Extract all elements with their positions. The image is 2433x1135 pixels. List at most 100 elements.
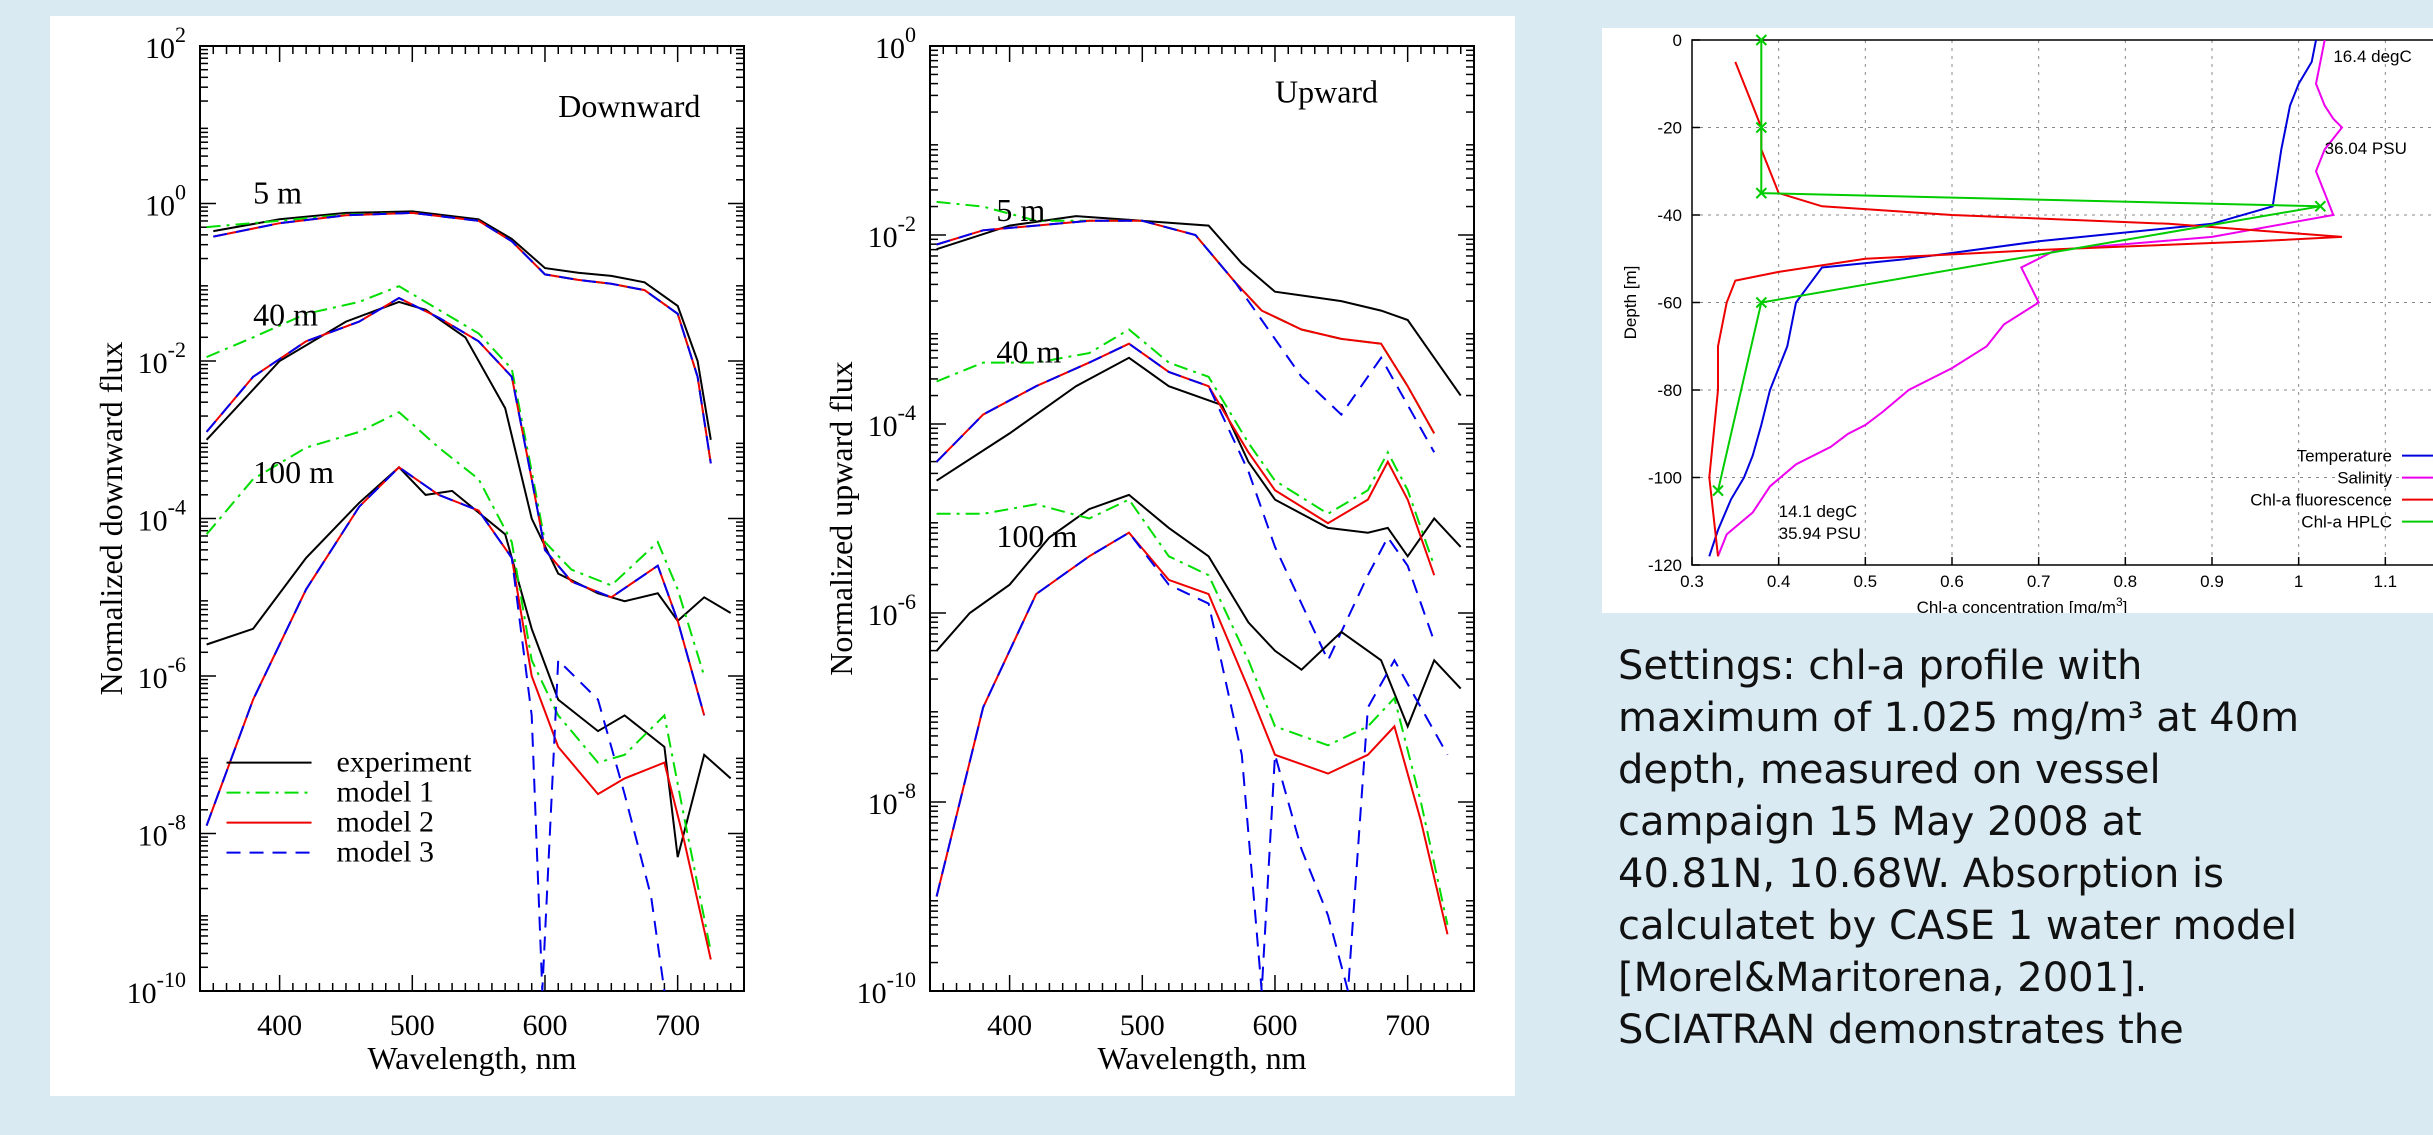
legend-label: experiment bbox=[337, 746, 473, 779]
top-salinity-label: 36.04 PSU bbox=[2325, 139, 2407, 158]
settings-line: maximum of 1.025 mg/m³ at 40m bbox=[1618, 695, 2300, 741]
y-tick-base: 10 bbox=[868, 410, 898, 443]
settings-line: [Morel&Maritorena, 2001]. bbox=[1618, 955, 2148, 1001]
curve-annotation: Upward bbox=[1275, 74, 1378, 110]
y-tick-label: -60 bbox=[1657, 294, 1682, 313]
x-tick-label: 0.9 bbox=[2200, 572, 2224, 591]
plot-frame bbox=[1691, 39, 2433, 566]
y-tick-exponent: -2 bbox=[898, 211, 916, 236]
y-tick-exponent: 0 bbox=[175, 180, 186, 205]
hplc-marker bbox=[1712, 484, 1724, 497]
series-line-100-m-model-1 bbox=[205, 411, 712, 952]
series-line-40-m-model-1 bbox=[206, 285, 706, 677]
y-tick-base: 10 bbox=[868, 221, 898, 254]
series-line-Chl-a-fluorescence bbox=[1708, 61, 2343, 557]
curve-annotation: 40 m bbox=[253, 297, 318, 333]
y-tick-label: 10-2 bbox=[138, 337, 186, 380]
x-tick-label: 500 bbox=[390, 1009, 435, 1042]
x-tick-label: 0.6 bbox=[1940, 572, 1964, 591]
curve-annotation: 5 m bbox=[253, 175, 302, 211]
x-tick-label: 500 bbox=[1120, 1009, 1165, 1042]
x-tick-label: 400 bbox=[257, 1009, 302, 1042]
legend-label: model 1 bbox=[337, 776, 435, 809]
x-tick-label: 0.7 bbox=[2027, 572, 2051, 591]
x-tick-label: 1.1 bbox=[2374, 572, 2398, 591]
series-line-100-m-model-3 bbox=[935, 531, 1449, 991]
settings-line: 40.81N, 10.68W. Absorption is bbox=[1618, 851, 2224, 897]
y-tick-base: 10 bbox=[868, 788, 898, 821]
legend-label: Temperature bbox=[2297, 447, 2392, 466]
series-line-100-m-experiment bbox=[935, 493, 1462, 730]
series-line-40-m-model-2 bbox=[935, 342, 1436, 576]
legend-label: model 2 bbox=[337, 806, 435, 839]
y-tick-exponent: -6 bbox=[898, 589, 916, 614]
x-tick-label: 600 bbox=[1252, 1009, 1297, 1042]
y-tick-exponent: -2 bbox=[168, 337, 186, 362]
y-tick-base: 10 bbox=[138, 662, 168, 695]
x-tick-label: 700 bbox=[655, 1009, 700, 1042]
series-line-100-m-experiment bbox=[206, 465, 732, 858]
y-tick-exponent: -6 bbox=[168, 652, 186, 677]
curve-annotation: 40 m bbox=[996, 334, 1061, 370]
y-tick-label: -20 bbox=[1657, 119, 1682, 138]
y-tick-label: 10-10 bbox=[857, 967, 916, 1010]
x-tick-label: 400 bbox=[987, 1009, 1032, 1042]
settings-line: SCIATRAN demonstrates the bbox=[1618, 1007, 2184, 1053]
y-tick-label: -80 bbox=[1657, 381, 1682, 400]
settings-line: depth, measured on vessel bbox=[1618, 747, 2161, 793]
y-tick-base: 10 bbox=[138, 347, 168, 380]
x-axis-title-main: Chl-a concentration [mg/m bbox=[1917, 598, 2116, 613]
x-tick-label: 1 bbox=[2294, 572, 2303, 591]
hplc-marker bbox=[1755, 187, 1768, 199]
y-tick-label: 10-8 bbox=[138, 810, 186, 853]
series-line-100-m-model-2 bbox=[205, 466, 712, 960]
y-tick-exponent: -4 bbox=[168, 495, 186, 520]
y-tick-exponent: -8 bbox=[168, 810, 186, 835]
y-tick-label: 10-2 bbox=[868, 211, 916, 254]
series-line-Chl-a-HPLC bbox=[1717, 40, 2321, 491]
y-tick-exponent: 2 bbox=[175, 22, 186, 47]
series-line-5-m-model-2 bbox=[213, 211, 712, 464]
y-tick-base: 10 bbox=[145, 190, 175, 223]
series-line-100-m-model-1 bbox=[936, 498, 1449, 926]
settings-line: Settings: chl-a profile with bbox=[1618, 643, 2143, 689]
x-tick-label: 0.3 bbox=[1680, 572, 1704, 591]
y-tick-label: 10-4 bbox=[868, 400, 916, 443]
series-line-40-m-model-3 bbox=[205, 296, 706, 716]
series-line-100-m-model-2 bbox=[935, 531, 1449, 935]
curve-annotation: 5 m bbox=[996, 192, 1045, 228]
bottom-temperature-label: 14.1 degC bbox=[1779, 502, 1857, 521]
legend-label: Chl-a fluorescence bbox=[2250, 491, 2392, 510]
y-tick-label: -40 bbox=[1657, 206, 1682, 225]
y-tick-label: -120 bbox=[1648, 556, 1682, 575]
bottom-salinity-label: 35.94 PSU bbox=[1779, 524, 1861, 543]
series-line-100-m-model-3 bbox=[205, 466, 666, 991]
figure-panel: 102 100 10-2 10-4 10-6 10-8 10-10 400 500 600 700 W… bbox=[50, 16, 1515, 1096]
series-line-40-m-experiment bbox=[936, 356, 1462, 559]
series-line-Salinity bbox=[1717, 40, 2344, 557]
y-axis-title: Normalized upward flux bbox=[823, 361, 859, 676]
y-tick-base: 10 bbox=[138, 505, 168, 538]
legend-label: Chl-a HPLC bbox=[2301, 513, 2392, 532]
y-tick-label: 10-10 bbox=[127, 967, 186, 1010]
series-line-5-m-model-3 bbox=[936, 219, 1436, 453]
hplc-marker bbox=[2314, 200, 2327, 212]
chl-a-profile-chart: 0.30.40.50.60.70.80.911.11.20-20-40-60-8… bbox=[1621, 31, 2433, 613]
x-tick-label: 0.5 bbox=[1854, 572, 1878, 591]
x-tick-label: 700 bbox=[1385, 1009, 1430, 1042]
y-tick-label: -100 bbox=[1648, 469, 1682, 488]
hplc-marker bbox=[1755, 296, 1768, 309]
x-tick-label: 0.8 bbox=[2114, 572, 2138, 591]
hplc-marker bbox=[1755, 121, 1768, 134]
y-tick-base: 10 bbox=[857, 977, 887, 1010]
y-axis-title: Normalized downward flux bbox=[93, 342, 129, 696]
settings-line: calculatet by CASE 1 water model bbox=[1618, 903, 2298, 949]
series-line-5-m-model-2 bbox=[936, 219, 1436, 434]
y-tick-base: 10 bbox=[138, 820, 168, 853]
x-axis-title-end: ] bbox=[2123, 598, 2128, 613]
series-line-5-m-experiment bbox=[213, 210, 712, 440]
x-axis-title: Wavelength, nm bbox=[368, 1040, 577, 1076]
top-temperature-label: 16.4 degC bbox=[2333, 47, 2411, 66]
series-line-Temperature bbox=[1708, 40, 2317, 557]
